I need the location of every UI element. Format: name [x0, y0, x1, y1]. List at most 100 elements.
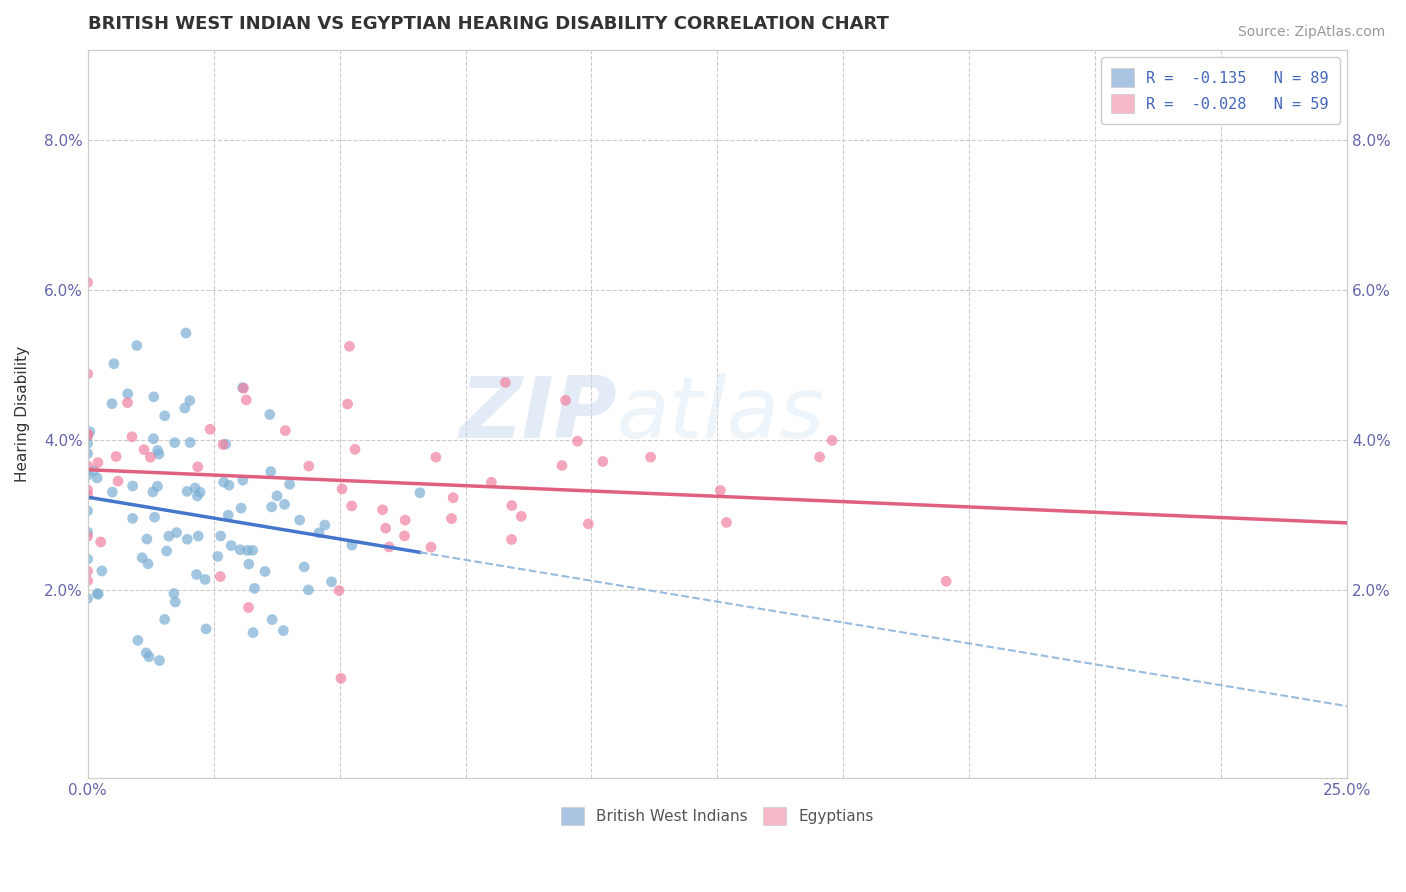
Point	[494, 376, 516, 390]
Point	[229, 542, 252, 557]
Point	[105, 450, 128, 464]
Point	[87, 587, 110, 601]
Point	[229, 501, 252, 516]
Point	[76, 574, 98, 588]
Point	[314, 518, 336, 533]
Point	[87, 456, 110, 470]
Point	[330, 482, 353, 496]
Point	[235, 392, 257, 407]
Point	[79, 425, 101, 439]
Point	[709, 483, 731, 498]
Point	[176, 484, 198, 499]
Point	[136, 532, 159, 546]
Point	[86, 471, 108, 485]
Point	[135, 646, 157, 660]
Point	[207, 549, 229, 564]
Point	[821, 434, 844, 448]
Y-axis label: Hearing Disability: Hearing Disability	[15, 346, 30, 482]
Point	[394, 513, 416, 527]
Point	[117, 386, 139, 401]
Point	[90, 535, 112, 549]
Point	[232, 381, 254, 395]
Point	[76, 529, 98, 543]
Point	[82, 464, 104, 478]
Point	[371, 503, 394, 517]
Point	[441, 491, 464, 505]
Legend: British West Indians, Egyptians: British West Indians, Egyptians	[551, 797, 884, 836]
Point	[76, 429, 98, 443]
Point	[510, 509, 533, 524]
Point	[479, 475, 502, 490]
Point	[76, 483, 98, 497]
Point	[188, 485, 211, 500]
Point	[420, 540, 443, 554]
Point	[117, 395, 139, 409]
Point	[76, 426, 98, 441]
Point	[198, 422, 221, 436]
Point	[146, 479, 169, 493]
Point	[394, 529, 416, 543]
Point	[330, 671, 353, 685]
Point	[551, 458, 574, 473]
Point	[243, 582, 266, 596]
Point	[195, 622, 218, 636]
Point	[174, 326, 197, 340]
Point	[163, 435, 186, 450]
Point	[328, 583, 350, 598]
Text: Source: ZipAtlas.com: Source: ZipAtlas.com	[1237, 25, 1385, 39]
Point	[136, 557, 159, 571]
Point	[217, 508, 239, 522]
Text: ZIP: ZIP	[458, 373, 617, 456]
Point	[148, 447, 170, 461]
Point	[125, 338, 148, 352]
Point	[76, 504, 98, 518]
Point	[76, 276, 98, 290]
Point	[640, 450, 662, 464]
Point	[378, 540, 401, 554]
Point	[90, 564, 112, 578]
Point	[76, 468, 98, 483]
Point	[209, 529, 232, 543]
Point	[292, 560, 315, 574]
Point	[260, 500, 283, 514]
Point	[716, 516, 738, 530]
Point	[212, 437, 235, 451]
Point	[76, 552, 98, 566]
Point	[101, 397, 124, 411]
Point	[107, 474, 129, 488]
Point	[76, 564, 98, 578]
Point	[288, 513, 311, 527]
Point	[165, 595, 187, 609]
Point	[501, 533, 523, 547]
Point	[131, 550, 153, 565]
Point	[76, 446, 98, 460]
Point	[232, 473, 254, 487]
Point	[76, 591, 98, 606]
Point	[308, 525, 330, 540]
Point	[935, 574, 957, 589]
Point	[340, 538, 363, 552]
Point	[179, 393, 201, 408]
Point	[101, 485, 124, 500]
Point	[143, 510, 166, 524]
Point	[409, 485, 432, 500]
Point	[139, 450, 162, 465]
Point	[340, 499, 363, 513]
Point	[260, 465, 283, 479]
Point	[103, 357, 125, 371]
Point	[592, 454, 614, 468]
Point	[186, 489, 208, 503]
Point	[121, 511, 143, 525]
Point	[336, 397, 359, 411]
Point	[219, 539, 242, 553]
Point	[554, 393, 576, 408]
Point	[232, 381, 254, 395]
Point	[187, 529, 209, 543]
Point	[127, 633, 149, 648]
Point	[339, 339, 361, 353]
Point	[142, 432, 165, 446]
Point	[297, 582, 319, 597]
Point	[274, 424, 297, 438]
Point	[142, 484, 165, 499]
Point	[132, 442, 155, 457]
